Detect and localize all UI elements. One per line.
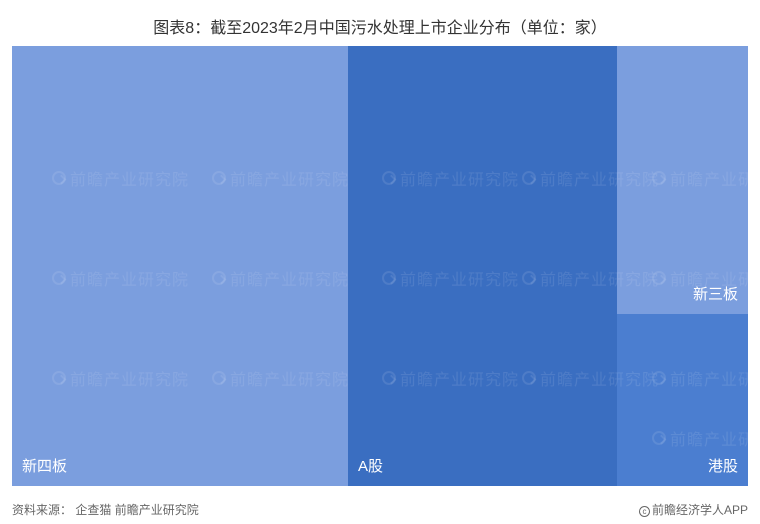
- treemap-block: 港股: [617, 314, 748, 486]
- treemap-block: 新四板: [12, 46, 348, 486]
- copyright-footer: c前瞻经济学人APP: [639, 501, 748, 518]
- source-label: 资料来源：: [12, 503, 72, 517]
- treemap-block-label: 港股: [708, 455, 738, 476]
- treemap-block: 新三板: [617, 46, 748, 314]
- treemap-chart: 新四板A股新三板港股前瞻产业研究院前瞻产业研究院前瞻产业研究院前瞻产业研究院前瞻…: [12, 46, 748, 486]
- treemap-block-label: 新四板: [22, 455, 67, 476]
- copyright-icon: c: [639, 506, 650, 517]
- treemap-block: A股: [348, 46, 617, 486]
- source-footer: 资料来源： 企查猫 前瞻产业研究院: [12, 501, 199, 518]
- copyright-text: 前瞻经济学人APP: [652, 503, 748, 517]
- chart-title: 图表8：截至2023年2月中国污水处理上市企业分布（单位：家）: [0, 0, 760, 50]
- treemap-block-label: A股: [358, 455, 383, 476]
- treemap-block-label: 新三板: [693, 283, 738, 304]
- source-text: 企查猫 前瞻产业研究院: [75, 503, 198, 517]
